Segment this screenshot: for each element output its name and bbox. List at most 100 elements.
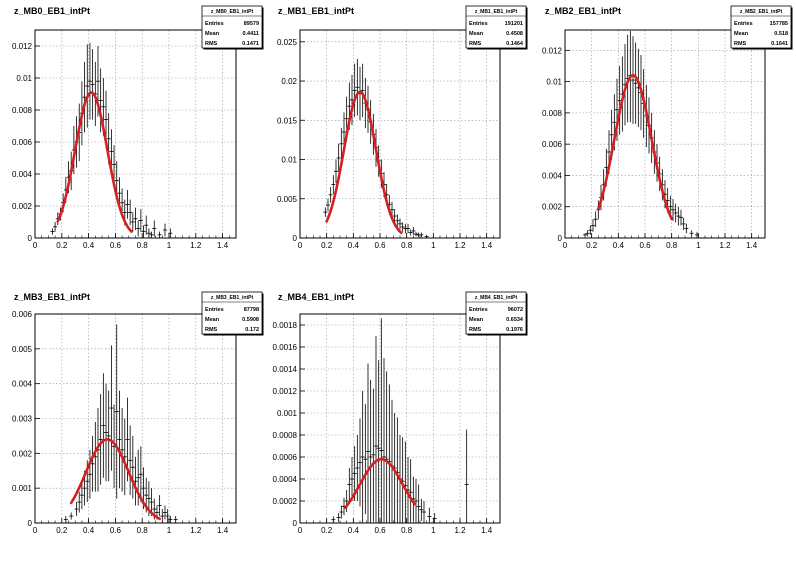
- stats-label: RMS: [205, 327, 218, 333]
- stats-value: 0.172: [245, 327, 259, 333]
- stats-box: z_MB3_EB1_intPt Entries 87798 Mean 0.5908 RMS…: [201, 291, 264, 336]
- y-tick-label: 0.0002: [273, 497, 298, 506]
- x-tick-label: 0.6: [110, 241, 122, 250]
- data-point: [427, 507, 432, 523]
- fit-curve: [325, 90, 403, 235]
- data-point: [130, 212, 135, 232]
- data-point: [162, 223, 167, 237]
- data-point: [168, 516, 173, 523]
- data-point: [141, 225, 146, 238]
- data-point: [371, 388, 376, 521]
- x-tick-label: 1.2: [719, 241, 731, 250]
- stats-value: 0.5908: [242, 317, 259, 323]
- x-tick-label: 1.4: [746, 241, 758, 250]
- y-tick-label: 0.004: [12, 380, 33, 389]
- stats-value: 157785: [770, 21, 788, 27]
- y-tick-label: 0.012: [12, 42, 33, 51]
- stats-box-frame: [465, 291, 527, 335]
- y-tick-label: 0.015: [277, 116, 298, 125]
- x-tick-label: 1.2: [454, 241, 466, 250]
- data-point: [331, 175, 336, 195]
- data-point: [408, 229, 413, 236]
- x-tick-label: 0.4: [348, 241, 360, 250]
- y-tick-label: 0: [28, 519, 33, 528]
- data-point: [336, 513, 341, 522]
- data-point: [406, 223, 410, 234]
- y-tick-label: 0.003: [12, 415, 33, 424]
- data-point: [366, 363, 370, 523]
- x-tick-label: 0.8: [137, 241, 149, 250]
- x-tick-label: 1: [167, 241, 172, 250]
- data-point: [152, 220, 157, 237]
- chart-3: z_MB3_EB1_intPt 0 0.2 0.4 0.6 0.8 1 1.2 1.4 0 0.00…: [12, 291, 264, 535]
- y-tick-label: 0.01: [546, 78, 562, 87]
- x-tick-label: 0.2: [586, 241, 598, 250]
- data-point: [120, 408, 125, 492]
- data-point: [684, 223, 689, 234]
- x-tick-label: 1.4: [481, 241, 493, 250]
- data-point: [339, 505, 344, 519]
- stats-label: Entries: [734, 21, 753, 27]
- x-tick-label: 0: [298, 526, 303, 535]
- data-point: [679, 209, 683, 226]
- y-tick-label: 0.0004: [273, 475, 298, 484]
- stats-label: Mean: [205, 317, 220, 323]
- x-tick-label: 1: [431, 241, 436, 250]
- data-point: [63, 516, 68, 523]
- data-point: [676, 206, 681, 226]
- chart-title: z_MB1_EB1_intPt: [278, 6, 354, 16]
- x-tick-label: 0.8: [401, 241, 413, 250]
- fit-curve: [56, 91, 133, 233]
- data-point: [336, 143, 341, 173]
- data-point: [334, 159, 338, 184]
- data-point: [382, 358, 386, 523]
- stats-value: 0.1976: [506, 327, 523, 333]
- data-point: [395, 214, 400, 228]
- x-tick-label: 0.8: [401, 526, 413, 535]
- data-point: [130, 435, 135, 499]
- data-point: [168, 228, 173, 238]
- x-tick-label: 1.4: [217, 526, 229, 535]
- y-tick-label: 0.012: [542, 46, 563, 55]
- data-point: [588, 225, 593, 235]
- data-point: [133, 207, 138, 230]
- data-point: [117, 390, 122, 489]
- data-point: [432, 513, 437, 523]
- stats-title: z_MB2_EB1_intPt: [740, 9, 783, 15]
- stats-label: Mean: [469, 317, 484, 323]
- data-point: [165, 509, 170, 523]
- stats-value: 0.6534: [506, 317, 524, 323]
- stats-box-frame: [465, 5, 527, 49]
- y-tick-label: 0.0014: [273, 365, 298, 374]
- data-point: [631, 36, 635, 124]
- y-tick-label: 0: [28, 234, 33, 243]
- data-point: [144, 215, 149, 235]
- stats-value: 191201: [505, 21, 523, 27]
- y-tick-label: 0.004: [542, 171, 563, 180]
- stats-box-frame: [201, 291, 263, 335]
- stats-value: 0.4508: [506, 31, 523, 37]
- chart-4: z_MB4_EB1_intPt 0 0.2 0.4 0.6 0.8 1 1.2 1.4 0 0.00…: [273, 291, 528, 535]
- x-tick-label: 0: [33, 241, 38, 250]
- data-point: [98, 68, 103, 133]
- data-point: [157, 495, 162, 517]
- x-tick-label: 0.2: [321, 526, 333, 535]
- data-point: [98, 394, 103, 485]
- stats-label: RMS: [469, 41, 482, 47]
- y-tick-label: 0.004: [12, 170, 33, 179]
- data-point: [419, 232, 424, 238]
- x-tick-label: 1.4: [217, 241, 229, 250]
- data-point: [112, 145, 117, 184]
- y-tick-label: 0.002: [542, 203, 563, 212]
- stats-box: z_MB2_EB1_intPt Entries 157785 Mean 0.518 RMS…: [730, 5, 793, 50]
- data-point: [122, 418, 127, 496]
- data-point: [106, 390, 111, 482]
- chart-title: z_MB4_EB1_intPt: [278, 292, 354, 302]
- stats-box: z_MB4_EB1_intPt Entries 96072 Mean 0.6534 RMS…: [465, 291, 528, 336]
- x-tick-label: 0: [33, 526, 38, 535]
- x-tick-label: 1: [167, 526, 172, 535]
- data-point: [136, 449, 141, 506]
- x-tick-label: 1: [431, 526, 436, 535]
- y-tick-label: 0.0008: [273, 431, 298, 440]
- stats-value: 0.518: [774, 31, 788, 37]
